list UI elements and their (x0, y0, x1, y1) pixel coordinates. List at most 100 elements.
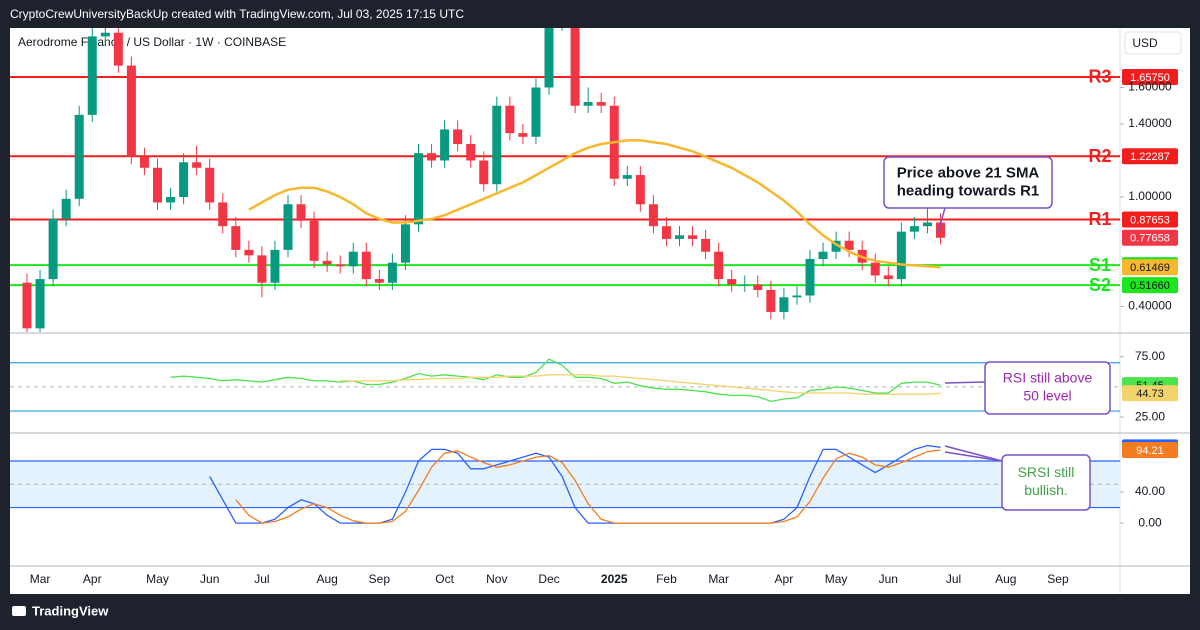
candle-body (440, 129, 450, 161)
candle-body (531, 87, 541, 137)
x-tick-label: Jun (200, 572, 219, 586)
symbol-title: Aerodrome Finance / US Dollar · 1W · COI… (18, 35, 286, 49)
callout-pointer (944, 381, 986, 384)
level-value: 1.22287 (1130, 151, 1170, 163)
callout-box (883, 156, 1053, 209)
candle-body (635, 175, 645, 205)
x-tick-label: Dec (538, 572, 559, 586)
level-value-box (1122, 68, 1178, 85)
level-name: R3 (1088, 67, 1111, 87)
candle-body (179, 162, 189, 197)
level-name: R2 (1088, 146, 1111, 166)
candle-body (518, 133, 528, 137)
candle-body (61, 198, 71, 219)
series-line (248, 139, 941, 269)
candle-body (205, 167, 215, 203)
callout-text: Price above 21 SMA (897, 164, 1040, 181)
candle-body (427, 153, 437, 161)
level-name: R1 (1088, 209, 1111, 229)
last-value-box (1122, 441, 1178, 458)
x-tick-label: May (146, 572, 169, 586)
y-tick-label: 1.60000 (1128, 80, 1172, 94)
candle-body (192, 162, 202, 168)
candle-body (688, 235, 698, 239)
candle-body (414, 153, 423, 225)
x-tick-label: Feb (656, 572, 677, 586)
candle-body (740, 284, 750, 286)
candle-body (818, 251, 828, 260)
callout-text: heading towards R1 (897, 182, 1040, 199)
candle-body (466, 144, 476, 161)
candle-body (218, 202, 228, 227)
last-price: 0.77658 (1130, 233, 1170, 245)
last-value-box (1122, 259, 1178, 276)
level-value: 1.65750 (1130, 72, 1170, 84)
candle-body (936, 222, 945, 238)
pane (10, 358, 1120, 412)
footer-logo: TradingView (12, 603, 109, 618)
y-tick-label: 25.00 (1135, 409, 1165, 423)
candle-body (335, 264, 345, 267)
footer-brand: TradingView (32, 603, 109, 618)
x-tick-label: Mar (708, 572, 729, 586)
candle-body (661, 226, 671, 239)
x-tick-label: Nov (486, 572, 507, 586)
level-name: S2 (1089, 275, 1111, 295)
candle-body (257, 255, 267, 283)
level-value: 0.87653 (1130, 214, 1170, 226)
callout-text: SRSI still (1018, 464, 1075, 480)
candle-body (453, 129, 463, 145)
x-tick-label: Oct (435, 572, 454, 586)
candle-body (505, 105, 515, 134)
y-tick-label: 1.40000 (1128, 116, 1172, 130)
candle-body (792, 295, 802, 298)
candle-body (596, 102, 606, 106)
candle-body (87, 36, 97, 115)
x-tick-label: Apr (83, 572, 102, 586)
candle-body (387, 262, 397, 283)
candle-body (74, 114, 84, 199)
candle-body (283, 204, 293, 250)
candle-body (544, 28, 554, 88)
candle-body (139, 156, 149, 168)
candle-body (622, 175, 632, 179)
callout-pointer (944, 451, 1003, 462)
callout-text: 50 level (1023, 388, 1071, 404)
callout-pointer (944, 445, 1003, 462)
pane (10, 28, 1120, 332)
callout-box (1001, 454, 1091, 511)
last-value: 94.21 (1136, 445, 1164, 457)
candle-body (296, 204, 306, 221)
callout-pointer (937, 207, 946, 233)
candle-body (322, 260, 332, 265)
x-tick-label: Mar (30, 572, 51, 586)
pane (10, 444, 1120, 524)
candle-body (675, 235, 684, 239)
candle-body (870, 262, 880, 276)
last-value: 0.61469 (1130, 262, 1170, 274)
candle-body (270, 249, 280, 283)
candle-body (570, 28, 580, 106)
x-tick-label: Aug (316, 572, 337, 586)
callout-text: bullish. (1024, 482, 1068, 498)
currency-button[interactable] (1124, 31, 1182, 55)
level-value: 0.51660 (1130, 280, 1170, 292)
candle-body (479, 160, 489, 185)
candle-body (583, 102, 593, 106)
level-name: S1 (1089, 255, 1111, 275)
candle-body (844, 240, 854, 250)
candle-body (896, 231, 906, 280)
y-tick-label: 0.40000 (1128, 299, 1172, 313)
x-tick-label: Aug (995, 572, 1016, 586)
callout-text: RSI still above (1003, 370, 1093, 386)
logo-mark (12, 606, 26, 616)
x-tick-label: Jul (946, 572, 961, 586)
candle-body (231, 226, 241, 250)
y-tick-label: 0.00 (1138, 515, 1162, 529)
candle-body (35, 279, 45, 329)
candle-body (883, 275, 893, 280)
candle-body (153, 167, 162, 203)
candle-body (648, 204, 658, 227)
x-tick-label: Apr (775, 572, 794, 586)
